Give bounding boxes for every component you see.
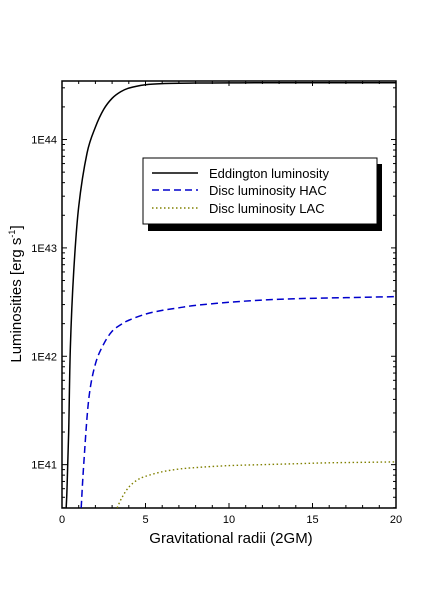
legend-box [142,157,378,225]
x-tick-label-1: 5 [142,514,148,526]
plot-area [61,80,397,509]
x-tick-label-2: 10 [223,514,235,526]
series-disc-lac-line [116,461,396,508]
y-tick-label-1: 1E42 [31,351,57,363]
x-tick-label-0: 0 [59,514,65,526]
legend: Eddington luminosity Disc luminosity HAC… [142,157,382,231]
x-tick-label-4: 20 [390,514,402,526]
y-tick-label-0: 1E41 [31,460,57,472]
legend-label-eddington: Eddington luminosity [209,166,329,181]
series-eddington-line [65,82,396,508]
series-layer [65,82,396,508]
y-axis-title-close: ] [8,225,25,229]
x-axis-title: Gravitational radii (2GM) [149,530,312,547]
y-axis-title-main: Luminosities [erg s [8,238,25,363]
legend-label-lac: Disc luminosity LAC [209,201,325,216]
legend-label-hac: Disc luminosity HAC [209,183,327,198]
y-tick-labels: 1E41 1E42 1E43 1E44 [31,135,57,472]
y-axis-title-sup: -1 [7,230,17,238]
y-tick-label-3: 1E44 [31,135,57,147]
x-tick-label-3: 15 [306,514,318,526]
y-tick-label-2: 1E43 [31,243,57,255]
y-axis-title: Luminosities [erg s-1] [7,225,25,362]
x-tick-labels: 0 5 10 15 20 [59,514,402,526]
